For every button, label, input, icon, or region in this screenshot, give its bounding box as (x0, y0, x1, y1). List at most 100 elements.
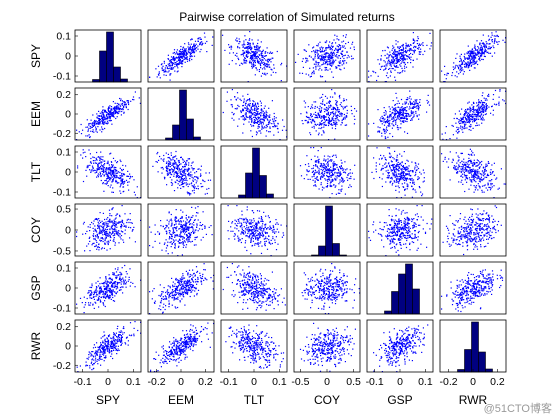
scatter-point (391, 59, 393, 61)
scatter-point (330, 123, 332, 125)
scatter-point (387, 125, 389, 127)
scatter-point (311, 115, 313, 117)
scatter-point (110, 111, 112, 113)
scatter-point (429, 48, 431, 50)
y-tick-label: 0 (65, 109, 71, 121)
scatter-point (330, 112, 332, 114)
panel-tlt-vs-gsp (366, 145, 434, 199)
scatter-point (330, 175, 333, 177)
scatter-point (261, 61, 263, 63)
scatter-point (127, 184, 129, 186)
scatter-point (254, 74, 256, 76)
scatter-point (257, 42, 259, 45)
scatter-point (191, 49, 193, 51)
scatter-point (97, 173, 99, 175)
scatter-point (471, 176, 473, 178)
scatter-point (341, 178, 343, 180)
scatter-point (113, 109, 115, 111)
scatter-point (378, 63, 381, 65)
scatter-point (462, 73, 464, 75)
scatter-point (114, 112, 116, 115)
scatter-point (387, 115, 389, 117)
scatter-point (244, 47, 246, 49)
scatter-point (266, 112, 268, 114)
scatter-point (456, 168, 458, 170)
scatter-point (343, 99, 345, 102)
scatter-point (463, 60, 465, 62)
scatter-point (97, 115, 99, 117)
scatter-point (181, 173, 183, 175)
scatter-point (239, 98, 241, 100)
scatter-point (273, 64, 275, 66)
scatter-point (188, 173, 190, 175)
scatter-point (416, 107, 418, 109)
scatter-point (340, 180, 342, 182)
scatter-point (471, 115, 473, 117)
scatter-point (111, 114, 113, 116)
scatter-point (483, 101, 485, 104)
scatter-point (86, 165, 88, 167)
scatter-point (238, 118, 240, 120)
scatter-point (324, 80, 327, 82)
scatter-point (197, 48, 199, 50)
scatter-point (467, 153, 470, 155)
scatter-point (469, 62, 472, 64)
scatter-point (110, 171, 112, 173)
scatter-point (173, 169, 175, 171)
scatter-point (474, 55, 476, 57)
scatter-point (403, 50, 405, 53)
scatter-point (255, 67, 257, 69)
scatter-point (332, 59, 334, 61)
scatter-point (322, 59, 324, 62)
scatter-point (327, 114, 329, 116)
scatter-point (106, 224, 108, 226)
scatter-point (274, 126, 276, 128)
scatter-point (138, 97, 140, 99)
scatter-point (316, 161, 318, 163)
scatter-point (166, 170, 168, 172)
scatter-point (260, 114, 262, 116)
scatter-point (192, 47, 194, 49)
scatter-point (82, 149, 84, 151)
scatter-point (342, 106, 344, 108)
scatter-point (124, 181, 126, 183)
scatter-point (395, 57, 397, 60)
scatter-point (454, 168, 456, 171)
scatter-point (117, 232, 119, 234)
scatter-point (479, 111, 481, 114)
scatter-point (241, 63, 244, 65)
scatter-point (404, 101, 406, 103)
scatter-point (332, 124, 334, 126)
scatter-point (401, 155, 403, 157)
scatter-point (350, 186, 352, 188)
scatter-point (379, 163, 381, 165)
scatter-point (395, 171, 397, 173)
scatter-point (236, 37, 238, 39)
scatter-point (482, 58, 484, 61)
scatter-point (340, 173, 342, 175)
scatter-point (473, 102, 475, 104)
scatter-point (379, 127, 381, 129)
scatter-point (335, 47, 337, 49)
scatter-point (250, 57, 252, 59)
scatter-point (115, 167, 117, 169)
scatter-points (299, 147, 356, 199)
scatter-point (394, 165, 396, 167)
scatter-point (333, 51, 335, 53)
scatter-point (336, 35, 338, 37)
scatter-point (200, 165, 202, 167)
scatter-point (383, 124, 386, 126)
scatter-point (121, 182, 123, 184)
scatter-point (458, 159, 460, 161)
scatter-point (260, 102, 262, 104)
scatter-point (171, 168, 173, 170)
scatter-point (398, 112, 401, 114)
scatter-point (329, 156, 331, 158)
scatter-point (171, 183, 174, 185)
scatter-point (246, 50, 248, 52)
scatter-point (253, 112, 255, 114)
scatter-point (479, 115, 481, 117)
y-tick-label: 0 (65, 51, 71, 63)
scatter-point (410, 175, 412, 177)
scatter-point (93, 122, 95, 124)
